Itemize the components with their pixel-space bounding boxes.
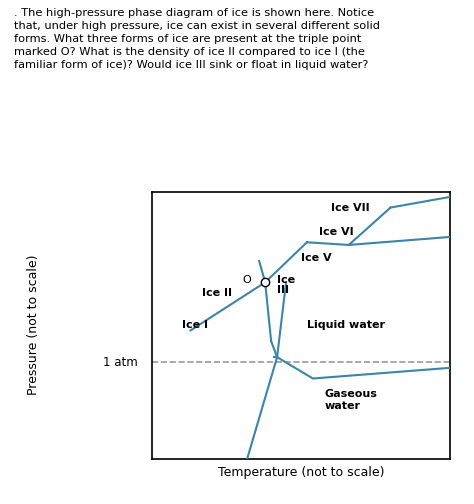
Text: Liquid water: Liquid water [307,320,385,330]
Text: Ice I: Ice I [182,320,208,330]
Text: Gaseous
water: Gaseous water [325,389,378,411]
Text: O: O [243,275,252,285]
Text: Ice
III: Ice III [277,275,295,295]
Text: 1 atm: 1 atm [103,356,137,369]
Text: . The high-pressure phase diagram of ice is shown here. Notice
that, under high : . The high-pressure phase diagram of ice… [14,8,380,71]
X-axis label: Temperature (not to scale): Temperature (not to scale) [218,466,384,479]
Text: Ice VII: Ice VII [331,203,369,213]
Text: Ice V: Ice V [301,254,332,263]
Text: Ice VI: Ice VI [319,227,354,236]
Text: Pressure (not to scale): Pressure (not to scale) [27,255,40,395]
Text: Ice II: Ice II [202,288,232,298]
